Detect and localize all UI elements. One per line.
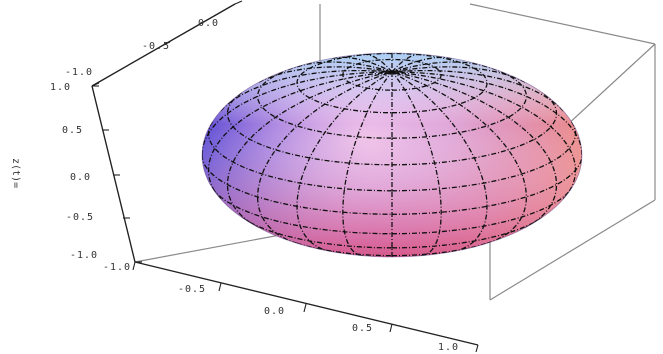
z-tick-label: 1.0 bbox=[50, 82, 71, 93]
y-tick-label: -1.0 bbox=[65, 67, 93, 78]
meridian-line bbox=[391, 66, 526, 83]
meridian-line bbox=[296, 61, 393, 73]
parallel-line bbox=[226, 92, 558, 166]
parallel-line bbox=[241, 216, 543, 249]
meridian-line bbox=[391, 71, 528, 244]
meridian-line bbox=[391, 71, 488, 253]
z-tick-label: 0.5 bbox=[62, 125, 83, 136]
z-axis-label: z(t)= bbox=[10, 158, 21, 188]
meridian-line bbox=[391, 69, 564, 112]
meridian-line bbox=[256, 71, 393, 244]
x-tick-label: 1.0 bbox=[438, 342, 459, 353]
y-tick-mark bbox=[162, 41, 171, 46]
meridian-line bbox=[258, 66, 393, 83]
sphere-gridlines bbox=[202, 53, 582, 257]
z-axis: 1.0 0.5 0.0 -0.5 -1.0 z(t)= bbox=[10, 82, 142, 263]
x-tick-mark bbox=[303, 303, 307, 313]
meridian-line bbox=[207, 71, 393, 200]
parallel-line bbox=[202, 154, 582, 215]
y-tick-label: -0.5 bbox=[142, 41, 170, 52]
x-tick-mark bbox=[475, 344, 479, 353]
parallel-line bbox=[256, 64, 528, 139]
y-tick-mark bbox=[91, 82, 100, 87]
y-axis: -1.0 -0.5 0.0 bbox=[65, 0, 243, 87]
z-tick-label: 0.0 bbox=[70, 172, 91, 183]
parallel-line bbox=[296, 53, 488, 114]
x-tick-mark bbox=[218, 282, 222, 292]
z-tick-label: -1.0 bbox=[70, 250, 98, 261]
parallel-line bbox=[211, 188, 573, 235]
z-tick-label: -0.5 bbox=[66, 212, 94, 223]
meridian-line bbox=[332, 56, 393, 73]
x-tick-label: 0.0 bbox=[264, 306, 285, 317]
meridian-line bbox=[220, 69, 393, 112]
y-tick-label: 0.0 bbox=[198, 18, 219, 29]
y-tick-mark bbox=[234, 0, 243, 5]
x-tick-label: 0.5 bbox=[352, 323, 373, 334]
x-tick-mark bbox=[389, 323, 393, 333]
meridian-line bbox=[296, 71, 393, 253]
parallel-line bbox=[342, 58, 442, 91]
sphere-outline bbox=[201, 52, 583, 258]
x-axis: -1.0 -0.5 0.0 0.5 1.0 bbox=[103, 261, 479, 353]
meridian-line bbox=[391, 71, 577, 200]
meridian-line bbox=[226, 71, 393, 229]
sphere-surface bbox=[202, 53, 582, 257]
parallel-line bbox=[207, 121, 577, 192]
x-tick-mark bbox=[132, 261, 136, 271]
meridian-line bbox=[391, 61, 488, 73]
x-tick-label: -1.0 bbox=[103, 262, 131, 273]
meridian-line bbox=[391, 56, 452, 73]
x-tick-label: -0.5 bbox=[178, 284, 206, 295]
